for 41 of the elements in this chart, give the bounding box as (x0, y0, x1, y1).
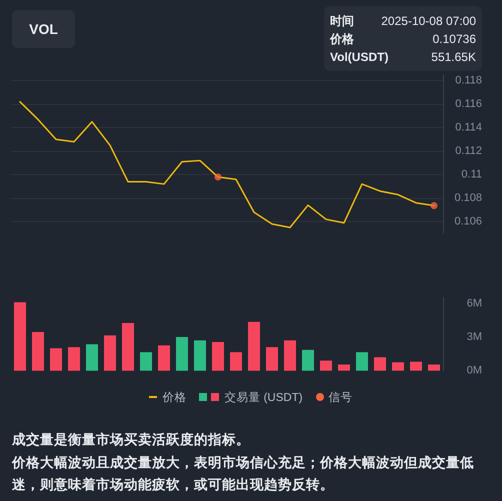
bar (302, 350, 314, 371)
bar (338, 364, 350, 371)
bar (392, 362, 404, 371)
bar (32, 332, 44, 371)
bar (410, 362, 422, 371)
bar (104, 335, 116, 371)
y-tick-label: 0.108 (454, 192, 482, 204)
bar (158, 345, 170, 371)
text: 成交量是衡量市场买卖活跃度的指标。 (12, 431, 251, 449)
y-tick-label: 0.112 (455, 145, 482, 158)
bar (140, 352, 152, 371)
bar (176, 337, 188, 371)
y-tick-label: 3M (466, 331, 482, 344)
bar (284, 340, 296, 371)
bar (50, 348, 62, 371)
bar (212, 342, 224, 371)
bar (14, 302, 26, 371)
bar (194, 340, 206, 371)
y-tick-label: 0.106 (454, 216, 482, 228)
bar (248, 322, 260, 371)
bar (374, 357, 386, 371)
legend-label: 价格 (162, 390, 186, 404)
bar (86, 344, 98, 371)
bar (266, 347, 278, 371)
bar (320, 360, 332, 371)
y-tick-label: 0.118 (455, 74, 482, 87)
bar (356, 352, 368, 371)
y-tick-label: 0.116 (455, 98, 482, 110)
text: 价格大幅波动且成交量放大，表明市场信心充足；价格大幅波动但成交量低迷，则意味着市场动能疲软，或可能出现趋势反转。 (12, 454, 475, 494)
tooltip-box: 时间 2025-10-08 07:00 价格 0.10736 Vol(USDT) 551.65K (324, 6, 482, 71)
bar (122, 322, 134, 371)
y-tick-label: 0M (466, 364, 482, 377)
legend-label: 交易量 (USDT) (224, 390, 303, 404)
bar (68, 347, 80, 371)
legend-label: 信号 (328, 390, 353, 404)
bar (428, 364, 440, 371)
bar (230, 352, 242, 371)
y-tick-label: 0.114 (455, 122, 482, 134)
y-tick-label: 6M (466, 297, 482, 310)
chart-title: VOL (12, 10, 75, 48)
y-tick-label: 0.11 (461, 168, 482, 181)
